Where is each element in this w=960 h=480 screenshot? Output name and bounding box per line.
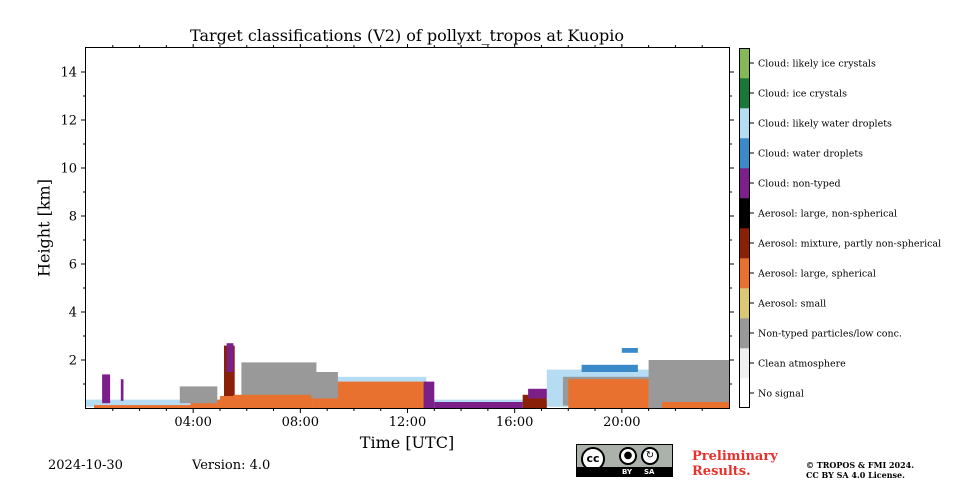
colorbar-swatch-7 <box>739 168 750 199</box>
heatmap-layer <box>86 343 729 408</box>
colorbar: No signal Clean atmosphere Non-typed parti… <box>739 48 941 409</box>
colorbar-swatch-1 <box>739 348 750 379</box>
class-region-6 <box>224 345 235 401</box>
plot-frame <box>85 47 730 409</box>
colorbar-swatch-6 <box>739 198 750 229</box>
colorbar-label-2: Non-typed particles/low conc. <box>758 329 902 340</box>
x-axis-label: Time [UTC] <box>359 433 455 452</box>
cc-sa-text: SA <box>644 468 655 476</box>
class-region-24 <box>621 348 638 353</box>
y-tick-label-4: 10 <box>60 162 77 177</box>
x-tick-label-4: 20:00 <box>603 415 640 430</box>
x-tick-label-3: 16:00 <box>496 415 533 430</box>
axis-ticks: 04:00 08:00 12:00 16:00 20:00 2 4 6 8 10 12 14 <box>60 44 734 430</box>
y-tick-label-2: 6 <box>69 258 77 273</box>
by-person-icon: ● <box>619 447 637 465</box>
colorbar-label-6: Aerosol: large, non-spherical <box>757 209 897 220</box>
class-region-12 <box>313 376 427 382</box>
cc-by-text: BY <box>622 468 633 476</box>
chart-title: Target classifications (V2) of pollyxt_t… <box>190 26 624 45</box>
class-region-4 <box>120 379 124 401</box>
class-region-9 <box>241 362 317 401</box>
colorbar-frame <box>739 48 750 408</box>
colorbar-swatch-2 <box>739 318 750 349</box>
colorbar-swatch-5 <box>739 228 750 259</box>
y-tick-label-1: 4 <box>69 306 77 321</box>
cc-badge-band <box>577 467 672 476</box>
colorbar-label-5: Aerosol: mixture, partly non-spherical <box>757 239 941 250</box>
preliminary-notice: Preliminary Results. <box>692 449 778 479</box>
y-tick-label-3: 8 <box>69 210 77 225</box>
colorbar-swatch-9 <box>739 108 750 139</box>
class-region-2 <box>190 399 226 408</box>
colorbar-swatch-0 <box>739 378 750 409</box>
class-region-21 <box>648 360 729 408</box>
colorbar-swatch-4 <box>739 258 750 289</box>
colorbar-label-7: Cloud: non-typed <box>758 179 841 190</box>
copyright-line-2: CC BY SA 4.0 License. <box>806 470 905 480</box>
y-axis-label: Height [km] <box>34 179 54 277</box>
cc-license-badge: cc ● ↻ BY SA <box>576 444 673 477</box>
share-alike-icon: ↻ <box>641 447 659 465</box>
x-tick-label-0: 04:00 <box>174 415 211 430</box>
copyright-line-1: © TROPOS & FMI 2024. <box>806 460 915 470</box>
class-region-15 <box>434 402 523 408</box>
x-tick-label-1: 08:00 <box>282 415 319 430</box>
class-region-1 <box>94 405 191 408</box>
colorbar-swatch-3 <box>739 288 750 319</box>
class-region-17 <box>528 388 558 399</box>
y-tick-label-0: 2 <box>69 354 77 369</box>
version-label: Version: 4.0 <box>192 458 271 473</box>
class-region-3 <box>102 374 111 404</box>
class-region-10 <box>233 394 314 408</box>
colorbar-label-8: Cloud: water droplets <box>758 149 863 160</box>
x-tick-label-2: 12:00 <box>389 415 426 430</box>
class-region-13 <box>311 372 338 399</box>
colorbar-swatch-11 <box>739 48 750 79</box>
colorbar-label-0: No signal <box>758 389 804 400</box>
date-label: 2024-10-30 <box>48 458 123 473</box>
class-region-22 <box>662 402 729 408</box>
copyright-notice: © TROPOS & FMI 2024. CC BY SA 4.0 Licens… <box>806 460 914 480</box>
colorbar-label-4: Aerosol: large, spherical <box>757 269 876 280</box>
class-region-7 <box>226 343 234 372</box>
class-region-23 <box>581 364 638 372</box>
colorbar-label-10: Cloud: ice crystals <box>758 89 847 100</box>
colorbar-label-11: Cloud: likely ice crystals <box>758 59 876 70</box>
colorbar-label-9: Cloud: likely water droplets <box>758 119 892 130</box>
class-region-14 <box>423 381 435 408</box>
colorbar-label-3: Aerosol: small <box>757 299 826 310</box>
class-region-20 <box>568 379 649 408</box>
colorbar-label-1: Clean atmosphere <box>758 359 846 370</box>
y-tick-label-5: 12 <box>60 114 77 129</box>
class-region-5 <box>179 386 218 404</box>
colorbar-swatch-10 <box>739 78 750 109</box>
colorbar-swatch-8 <box>739 138 750 169</box>
y-tick-label-6: 14 <box>60 66 77 81</box>
